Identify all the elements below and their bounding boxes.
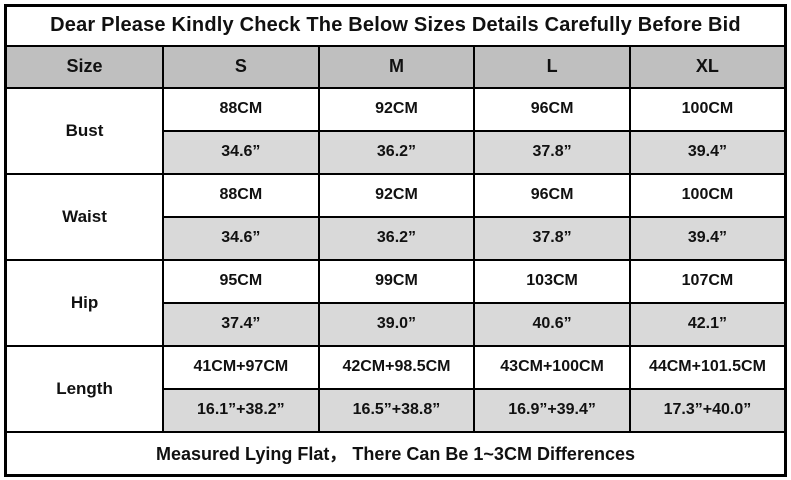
length-cm-m: 42CM+98.5CM (317, 344, 476, 390)
row-label-waist: Waist (4, 172, 165, 261)
bust-inch-row: 34.6” 36.2” 37.8” 39.4” (6, 129, 787, 175)
length-inch-xl: 17.3”+40.0” (628, 387, 787, 433)
length-cm-s: 41CM+97CM (162, 344, 320, 390)
size-chart-table: Dear Please Kindly Check The Below Sizes… (4, 4, 787, 477)
size-column-header: Size (4, 44, 165, 89)
waist-inch-s: 34.6” (162, 215, 320, 261)
hip-inch-m: 39.0” (317, 301, 476, 347)
measurement-note: Measured Lying Flat， There Can Be 1~3CM … (4, 430, 787, 477)
bust-cm-xl: 100CM (628, 86, 787, 132)
bust-cm-l: 96CM (473, 86, 631, 132)
hip-cm-m: 99CM (317, 258, 476, 304)
waist-cm-m: 92CM (317, 172, 476, 218)
title-row: Dear Please Kindly Check The Below Sizes… (4, 4, 787, 47)
hip-inch-row: 37.4” 39.0” 40.6” 42.1” (6, 301, 787, 347)
waist-cm-l: 96CM (473, 172, 631, 218)
hip-inch-l: 40.6” (473, 301, 631, 347)
waist-inch-m: 36.2” (317, 215, 476, 261)
footer-row: Measured Lying Flat， There Can Be 1~3CM … (4, 430, 787, 477)
hip-cm-l: 103CM (473, 258, 631, 304)
bust-inch-m: 36.2” (317, 129, 476, 175)
column-header-s: S (162, 44, 320, 89)
column-header-xl: XL (628, 44, 787, 89)
hip-cm-s: 95CM (162, 258, 320, 304)
length-cm-row: Length 41CM+97CM 42CM+98.5CM 43CM+100CM … (4, 344, 787, 433)
size-header-row: Size S M L XL (4, 44, 787, 89)
length-cm-l: 43CM+100CM (473, 344, 631, 390)
hip-inch-s: 37.4” (162, 301, 320, 347)
length-inch-s: 16.1”+38.2” (162, 387, 320, 433)
waist-cm-xl: 100CM (628, 172, 787, 218)
hip-inch-xl: 42.1” (628, 301, 787, 347)
bust-inch-l: 37.8” (473, 129, 631, 175)
row-label-hip: Hip (4, 258, 165, 347)
bust-inch-xl: 39.4” (628, 129, 787, 175)
length-inch-l: 16.9”+39.4” (473, 387, 631, 433)
length-inch-row: 16.1”+38.2” 16.5”+38.8” 16.9”+39.4” 17.3… (6, 387, 787, 433)
waist-cm-row: Waist 88CM 92CM 96CM 100CM (4, 172, 787, 261)
waist-inch-xl: 39.4” (628, 215, 787, 261)
bust-cm-s: 88CM (162, 86, 320, 132)
column-header-l: L (473, 44, 631, 89)
column-header-m: M (317, 44, 476, 89)
hip-cm-xl: 107CM (628, 258, 787, 304)
row-label-bust: Bust (4, 86, 165, 175)
length-cm-xl: 44CM+101.5CM (628, 344, 787, 390)
chart-title: Dear Please Kindly Check The Below Sizes… (4, 4, 787, 47)
waist-inch-l: 37.8” (473, 215, 631, 261)
bust-inch-s: 34.6” (162, 129, 320, 175)
bust-cm-row: Bust 88CM 92CM 96CM 100CM (4, 86, 787, 175)
bust-cm-m: 92CM (317, 86, 476, 132)
row-label-length: Length (4, 344, 165, 433)
waist-inch-row: 34.6” 36.2” 37.8” 39.4” (6, 215, 787, 261)
length-inch-m: 16.5”+38.8” (317, 387, 476, 433)
hip-cm-row: Hip 95CM 99CM 103CM 107CM (4, 258, 787, 347)
waist-cm-s: 88CM (162, 172, 320, 218)
